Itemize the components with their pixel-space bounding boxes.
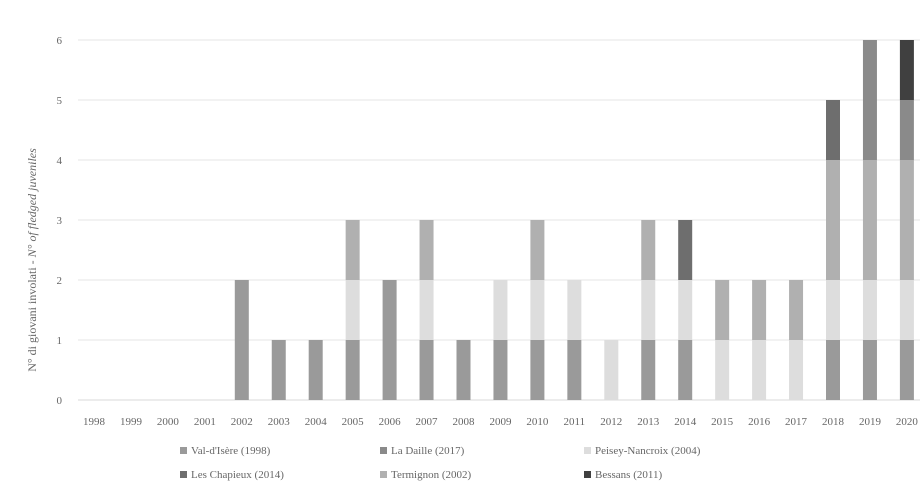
legend-swatch [180, 447, 187, 454]
x-tick-label: 2019 [859, 416, 882, 428]
bar-segment [271, 340, 286, 400]
bar-segment [641, 340, 656, 400]
bar-segment [419, 340, 434, 400]
x-tick-label: 2003 [268, 416, 291, 428]
legend-swatch [380, 471, 387, 478]
x-tick-label: 2015 [711, 416, 734, 428]
bar-segment [234, 280, 249, 400]
x-tick-label: 2011 [564, 416, 586, 428]
x-tick-label: 2001 [194, 416, 216, 428]
x-tick-label: 2007 [416, 416, 439, 428]
bar-segment [456, 340, 471, 400]
bar-segment [826, 280, 840, 340]
bar-segment [678, 280, 693, 340]
y-tick-label: 5 [57, 95, 63, 107]
legend-label: Termignon (2002) [391, 469, 472, 481]
bar-segment [678, 220, 693, 280]
bar-segment [567, 340, 582, 400]
bar-segment [862, 340, 877, 400]
legend-swatch [584, 471, 591, 478]
legend-label: Les Chapieux (2014) [191, 469, 284, 481]
y-tick-label: 0 [57, 395, 63, 407]
legend-swatch [180, 471, 187, 478]
x-tick-label: 2000 [157, 416, 180, 428]
legend-swatch [380, 447, 387, 454]
y-axis-label: N° di giovani involati - N° of fledged j… [25, 148, 39, 372]
legend-label: Bessans (2011) [595, 469, 662, 481]
x-tick-label: 2009 [489, 416, 512, 428]
x-tick-label: 2016 [748, 416, 771, 428]
y-tick-label: 4 [57, 155, 63, 167]
y-tick-label: 1 [57, 335, 63, 347]
bar-segment [345, 280, 360, 340]
x-tick-label: 2002 [231, 416, 253, 428]
bar-segment [530, 220, 545, 280]
bar-segment [826, 340, 840, 400]
bar-segment [641, 280, 656, 340]
bar-segment [493, 280, 508, 340]
bar-segment [862, 40, 877, 160]
bar-segment [899, 340, 914, 400]
x-tick-label: 2018 [822, 416, 845, 428]
x-tick-label: 2014 [674, 416, 697, 428]
bar-segment [345, 340, 360, 400]
bar-segment [382, 280, 397, 400]
bar-segment [715, 340, 730, 400]
bar-segment [530, 280, 545, 340]
y-tick-label: 3 [57, 215, 63, 227]
bar-segment [567, 280, 582, 340]
bar-segment [899, 40, 914, 100]
x-tick-label: 2013 [637, 416, 660, 428]
bar-segment [899, 160, 914, 280]
bar-segment [752, 280, 767, 340]
x-tick-label: 2004 [305, 416, 328, 428]
bar-segment [899, 100, 914, 160]
bar-segment [419, 220, 434, 280]
bar-segment [752, 340, 767, 400]
legend-label: La Daille (2017) [391, 445, 465, 457]
bar-segment [530, 340, 545, 400]
x-tick-label: 1998 [83, 416, 106, 428]
bar-segment [308, 340, 323, 400]
bar-segment [862, 280, 877, 340]
bar-segment [419, 280, 434, 340]
bar-segment [678, 340, 693, 400]
bar-segment [789, 340, 804, 400]
legend-label: Peisey-Nancroix (2004) [595, 445, 701, 457]
bar-segment [604, 340, 619, 400]
x-tick-label: 2017 [785, 416, 808, 428]
x-tick-label: 2010 [526, 416, 549, 428]
bar-segment [641, 220, 656, 280]
x-tick-label: 2005 [342, 416, 365, 428]
bar-segment [493, 340, 508, 400]
bar-segment [826, 160, 840, 280]
legend-swatch [584, 447, 591, 454]
bar-segment [899, 280, 914, 340]
bar-segment [862, 160, 877, 280]
y-tick-label: 2 [57, 275, 63, 287]
legend-label: Val-d'Isère (1998) [191, 445, 271, 457]
bar-segment [789, 280, 804, 340]
bar-segment [345, 220, 360, 280]
x-tick-label: 2006 [379, 416, 402, 428]
bar-segment [715, 280, 730, 340]
y-tick-label: 6 [57, 35, 63, 47]
x-tick-label: 2020 [896, 416, 919, 428]
x-tick-label: 2012 [600, 416, 622, 428]
bar-segment [826, 100, 840, 160]
x-tick-label: 2008 [453, 416, 476, 428]
x-tick-label: 1999 [120, 416, 143, 428]
